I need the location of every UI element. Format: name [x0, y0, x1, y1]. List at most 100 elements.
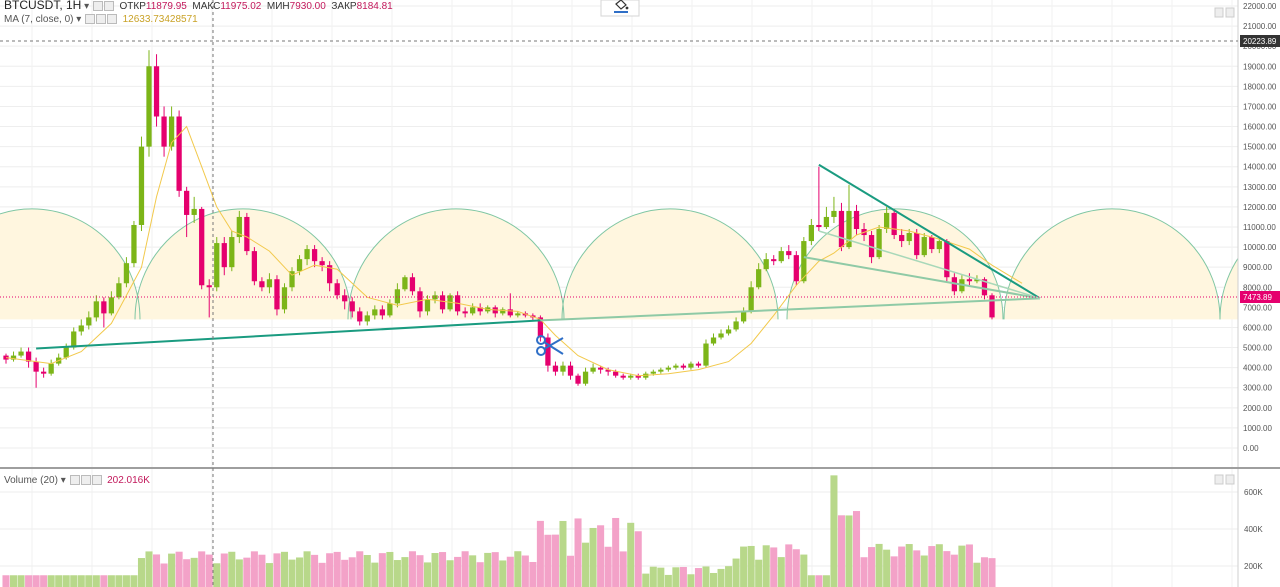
volume-bar — [341, 559, 349, 587]
candle-body — [40, 371, 47, 374]
eye-toggle-icon[interactable] — [85, 14, 96, 25]
volume-bar — [273, 553, 281, 587]
price-tick-label: 16000.00 — [1243, 123, 1277, 132]
pane-collapse-button[interactable] — [1214, 7, 1224, 18]
price-tick-label: 12000.00 — [1243, 203, 1277, 212]
close-icon[interactable] — [107, 14, 118, 25]
candle-body — [936, 241, 942, 250]
cycle-arc-fill — [1004, 208, 1220, 320]
volume-bar — [717, 568, 725, 587]
volume-bar — [725, 566, 733, 587]
cycle-arc-fill — [562, 208, 778, 320]
candle-body — [108, 297, 115, 314]
candle-body — [78, 325, 84, 332]
candle-body — [793, 255, 799, 282]
candle-body — [206, 285, 212, 288]
pane-controls[interactable] — [1214, 7, 1235, 485]
candle-body — [552, 365, 559, 372]
candle-body — [680, 365, 687, 368]
volume-bar — [356, 551, 364, 587]
candle-body — [86, 317, 92, 326]
candle-body — [334, 283, 340, 296]
symbol-label[interactable]: BTCUSDT, 1H — [4, 0, 82, 12]
volume-bar — [160, 563, 168, 587]
pane-maximize-button[interactable] — [1225, 7, 1235, 18]
volume-bar — [672, 567, 680, 587]
volume-bar — [589, 527, 597, 587]
price-axis[interactable]: 22000.0021000.0020000.0019000.0018000.00… — [1243, 2, 1277, 453]
candle-body — [63, 347, 69, 358]
low-label: МИН — [266, 1, 290, 12]
volume-bar — [40, 575, 48, 587]
symbol-legend[interactable]: BTCUSDT, 1H ▾ ОТКР11879.95 МАКС11975.02 … — [4, 0, 393, 12]
candle-body — [221, 243, 227, 268]
volume-bar — [807, 575, 815, 587]
volume-bar — [145, 551, 153, 587]
candle-body — [372, 309, 378, 316]
volume-bar — [883, 549, 891, 587]
settings-icon[interactable] — [103, 1, 114, 12]
volume-bar — [100, 575, 108, 587]
candle-body — [545, 337, 551, 366]
candle-body — [575, 375, 581, 384]
eye-toggle-icon[interactable] — [92, 1, 103, 12]
close-icon[interactable] — [91, 475, 102, 486]
volume-bar — [303, 551, 311, 587]
price-tick-label: 1000.00 — [1243, 424, 1272, 433]
trend-drawings[interactable] — [36, 163, 1041, 350]
candle-body — [244, 216, 250, 252]
dashed-level-badge — [1240, 35, 1280, 47]
candle-body — [891, 212, 897, 236]
volume-bar — [747, 545, 755, 587]
paint-bucket-icon — [614, 0, 629, 13]
settings-icon[interactable] — [96, 14, 107, 25]
eye-toggle-icon[interactable] — [69, 475, 80, 486]
cycle-arc — [347, 208, 565, 320]
candle-body — [357, 311, 363, 322]
ma-legend[interactable]: MA (7, close, 0) ▾ 12633.73428571 — [4, 14, 198, 25]
volume-bar — [634, 531, 642, 587]
price-tick-label: 9000.00 — [1243, 263, 1272, 272]
volume-bar — [913, 550, 921, 587]
volume-bar — [115, 575, 123, 587]
candle-body — [778, 251, 784, 262]
dropdown-caret-icon[interactable]: ▾ — [76, 14, 82, 25]
candle-body — [906, 233, 912, 242]
volume-bar — [153, 554, 161, 587]
volume-bar — [785, 544, 793, 587]
cycle-arc-fill — [1220, 258, 1238, 320]
volume-bar — [326, 553, 334, 587]
candle-body — [18, 351, 24, 356]
price-tick-label: 4000.00 — [1243, 364, 1272, 373]
volume-bar — [582, 542, 590, 587]
dropdown-caret-icon[interactable]: ▾ — [60, 475, 66, 486]
candle-body — [944, 241, 950, 278]
volume-legend-label[interactable]: Volume (20) — [4, 475, 58, 486]
volume-axis[interactable]: 600K 400K 200K — [1244, 488, 1263, 571]
candle-body — [319, 261, 325, 266]
volume-tick-label: 400K — [1244, 525, 1263, 534]
candle-body — [48, 363, 54, 374]
volume-bar — [980, 557, 988, 587]
vol-pane-collapse-button[interactable] — [1214, 474, 1224, 485]
volume-series — [2, 475, 996, 587]
volume-bar — [280, 551, 289, 587]
candle-body — [477, 307, 483, 312]
candle-body — [191, 208, 197, 215]
price-tick-label: 22000.00 — [1243, 2, 1277, 11]
scissors-icon[interactable] — [536, 335, 564, 356]
settings-icon[interactable] — [80, 475, 91, 486]
dropdown-caret-icon[interactable]: ▾ — [84, 1, 90, 12]
candle-body — [966, 279, 973, 282]
ma-legend-label[interactable]: MA (7, close, 0) — [4, 14, 74, 25]
volume-bar — [536, 520, 544, 587]
volume-bar — [657, 567, 665, 587]
paint-bucket-button[interactable] — [600, 0, 640, 17]
vol-pane-maximize-button[interactable] — [1225, 474, 1235, 485]
candle-body — [462, 311, 468, 314]
volume-bar — [243, 557, 251, 587]
volume-legend[interactable]: Volume (20) ▾ 202.016K — [4, 475, 150, 486]
volume-bar — [198, 551, 206, 587]
open-label: ОТКР — [119, 1, 146, 12]
